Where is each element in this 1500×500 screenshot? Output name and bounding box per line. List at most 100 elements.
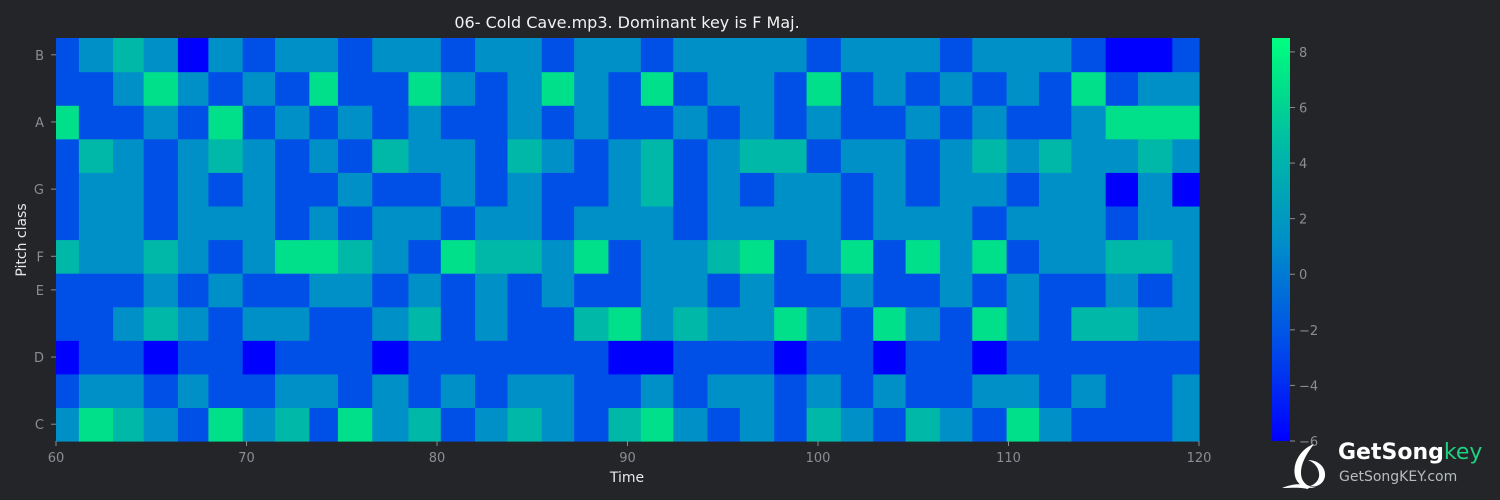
heatmap-cell-D#-34	[1172, 306, 1200, 341]
heatmap-cell-A-33	[1138, 105, 1173, 140]
heatmap-cell-D#-2	[113, 306, 145, 341]
heatmap-cell-D#-29	[1006, 306, 1040, 341]
heatmap-cell-G-22	[774, 172, 808, 207]
heatmap-cell-A-4	[177, 105, 209, 140]
heatmap-cell-F-7	[275, 239, 310, 274]
heatmap-cell-D-15	[541, 340, 575, 375]
heatmap-cell-B-2	[113, 38, 145, 73]
heatmap-cell-A-9	[337, 105, 373, 140]
heatmap-cell-A#-29	[1006, 71, 1040, 106]
heatmap-cell-A#-21	[739, 71, 775, 106]
heatmap-cell-B-10	[372, 38, 410, 73]
heatmap-cell-D-23	[806, 340, 842, 375]
heatmap-cell-E-6	[242, 273, 276, 308]
heatmap-cell-E-22	[774, 273, 808, 308]
heatmap-cell-E-34	[1172, 273, 1200, 308]
y-tick-label: B	[35, 49, 44, 64]
heatmap-cell-D-34	[1172, 340, 1200, 375]
heatmap-cell-F#-32	[1105, 205, 1139, 241]
heatmap-cell-E-13	[475, 273, 509, 308]
heatmap-cell-A#-1	[78, 71, 114, 106]
heatmap-cell-G#-23	[806, 138, 842, 173]
heatmap-cell-D#-21	[739, 306, 775, 341]
heatmap-cell-F-20	[707, 239, 741, 274]
heatmap-cell-C-31	[1071, 407, 1107, 442]
heatmap-cell-E-18	[640, 273, 674, 308]
heatmap-cell-A#-17	[608, 71, 642, 106]
heatmap-cell-F-17	[608, 239, 642, 274]
heatmap-cell-B-31	[1071, 38, 1107, 73]
heatmap-cell-F-28	[972, 239, 1008, 274]
heatmap-cell-D-31	[1071, 340, 1107, 375]
heatmap-cell-F-29	[1006, 239, 1040, 274]
heatmap-cell-D#-26	[905, 306, 941, 341]
heatmap-cell-G#-16	[574, 138, 610, 173]
heatmap-cell-C-29	[1006, 407, 1040, 442]
heatmap-cell-D#-30	[1038, 306, 1072, 341]
heatmap-cell-F#-4	[177, 205, 209, 241]
heatmap-cell-C#-21	[739, 373, 775, 409]
heatmap-cell-C#-24	[840, 373, 874, 409]
heatmap-cell-D-2	[113, 340, 145, 375]
heatmap-cell-A#-27	[939, 71, 973, 106]
heatmap-cell-C-6	[242, 407, 276, 442]
heatmap-cell-C#-15	[541, 373, 575, 409]
heatmap-cell-C-25	[873, 407, 907, 442]
heatmap-cell-A-28	[972, 105, 1008, 140]
y-axis: C D E F G A B	[34, 49, 56, 433]
heatmap-cell-G#-28	[972, 138, 1008, 173]
heatmap-cell-D#-31	[1071, 306, 1107, 341]
heatmap-cell-E-11	[408, 273, 442, 308]
heatmap-cell-B-25	[873, 38, 907, 73]
brand-name-main: GetSong	[1338, 440, 1444, 465]
heatmap-cell-B-19	[673, 38, 709, 73]
heatmap-cell-B-12	[440, 38, 476, 73]
heatmap-cell-A#-3	[143, 71, 179, 106]
heatmap-cell-C-28	[972, 407, 1008, 442]
heatmap-cell-F#-29	[1006, 205, 1040, 241]
heatmap-cell-G#-15	[541, 138, 575, 173]
heatmap-cell-G-8	[309, 172, 339, 207]
heatmap-cell-C#-9	[337, 373, 373, 409]
heatmap-cell-D#-5	[208, 306, 244, 341]
heatmap-cell-A#-23	[806, 71, 842, 106]
heatmap-cell-A#-13	[475, 71, 509, 106]
heatmap-cell-E-2	[113, 273, 145, 308]
heatmap-cell-F-27	[939, 239, 973, 274]
heatmap-cell-F#-34	[1172, 205, 1200, 241]
heatmap-cell-G-0	[56, 172, 80, 207]
heatmap-cell-B-14	[507, 38, 543, 73]
heatmap-cell-D#-0	[56, 306, 80, 341]
y-tick-label: A	[35, 116, 44, 131]
x-tick-label: 120	[1187, 451, 1212, 466]
heatmap-cell-G#-1	[78, 138, 114, 173]
heatmap-cell-D#-20	[707, 306, 741, 341]
heatmap-cell-G-6	[242, 172, 276, 207]
heatmap-cell-F#-22	[774, 205, 808, 241]
heatmap-cell-G#-11	[408, 138, 442, 173]
heatmap-cell-F#-7	[275, 205, 310, 241]
heatmap-cell-E-1	[78, 273, 114, 308]
heatmap-cell-F-21	[739, 239, 775, 274]
heatmap-cell-A-19	[673, 105, 709, 140]
heatmap-cell-E-0	[56, 273, 80, 308]
heatmap-cell-G#-4	[177, 138, 209, 173]
heatmap-cell-G#-32	[1105, 138, 1139, 173]
heatmap-cell-C#-20	[707, 373, 741, 409]
heatmap-cell-E-15	[541, 273, 575, 308]
heatmap-cell-C-1	[78, 407, 114, 442]
heatmap-cell-C-20	[707, 407, 741, 442]
heatmap-cell-D-13	[475, 340, 509, 375]
heatmap-cell-F#-9	[337, 205, 373, 241]
heatmap-cell-F-10	[372, 239, 410, 274]
heatmap-cell-G-17	[608, 172, 642, 207]
heatmap-cell-G#-31	[1071, 138, 1107, 173]
heatmap-cell-F-12	[440, 239, 476, 274]
colorbar	[1272, 38, 1290, 441]
heatmap-cell-D#-22	[774, 306, 808, 341]
heatmap-cell-B-21	[739, 38, 775, 73]
heatmap-cell-D-27	[939, 340, 973, 375]
heatmap-cell-G#-13	[475, 138, 509, 173]
heatmap-cell-G-10	[372, 172, 410, 207]
heatmap-cell-A-5	[208, 105, 244, 140]
